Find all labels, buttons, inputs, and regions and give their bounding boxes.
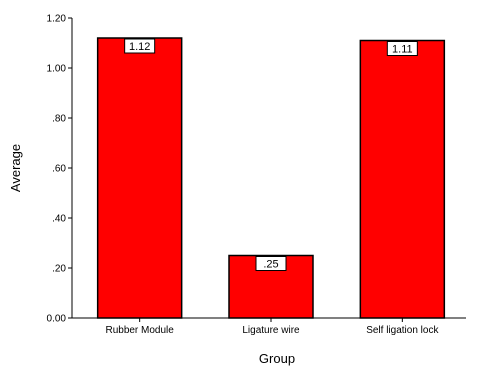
y-axis-title: Average xyxy=(8,144,23,192)
bar xyxy=(359,39,446,319)
x-axis-title: Group xyxy=(259,351,295,366)
y-tick-label: .20 xyxy=(52,264,66,275)
y-tick-label: .40 xyxy=(52,214,66,225)
bars: 1.12 .25 1.11 xyxy=(96,37,446,319)
data-label-box xyxy=(255,256,287,271)
x-category-label: Self ligation lock xyxy=(366,325,439,336)
data-label: .25 xyxy=(263,259,278,271)
bar xyxy=(96,37,183,319)
x-axis-categories: Rubber Module Ligature wire Self ligation … xyxy=(105,318,439,336)
y-tick-label: .60 xyxy=(52,164,66,175)
data-label-box xyxy=(386,41,418,56)
data-label: 1.12 xyxy=(129,41,150,53)
y-tick-label: 1.00 xyxy=(47,64,67,75)
x-category-label: Ligature wire xyxy=(242,325,300,336)
x-category-label: Rubber Module xyxy=(105,325,174,336)
y-tick-label: .80 xyxy=(52,114,66,125)
y-tick-label: 0.00 xyxy=(47,314,67,325)
data-label-box xyxy=(124,38,156,54)
y-tick-label: 1.20 xyxy=(47,14,67,25)
y-axis-ticks: 0.00 .20 .40 .60 .80 1.00 1.20 xyxy=(47,14,72,325)
data-label: 1.11 xyxy=(392,44,413,56)
